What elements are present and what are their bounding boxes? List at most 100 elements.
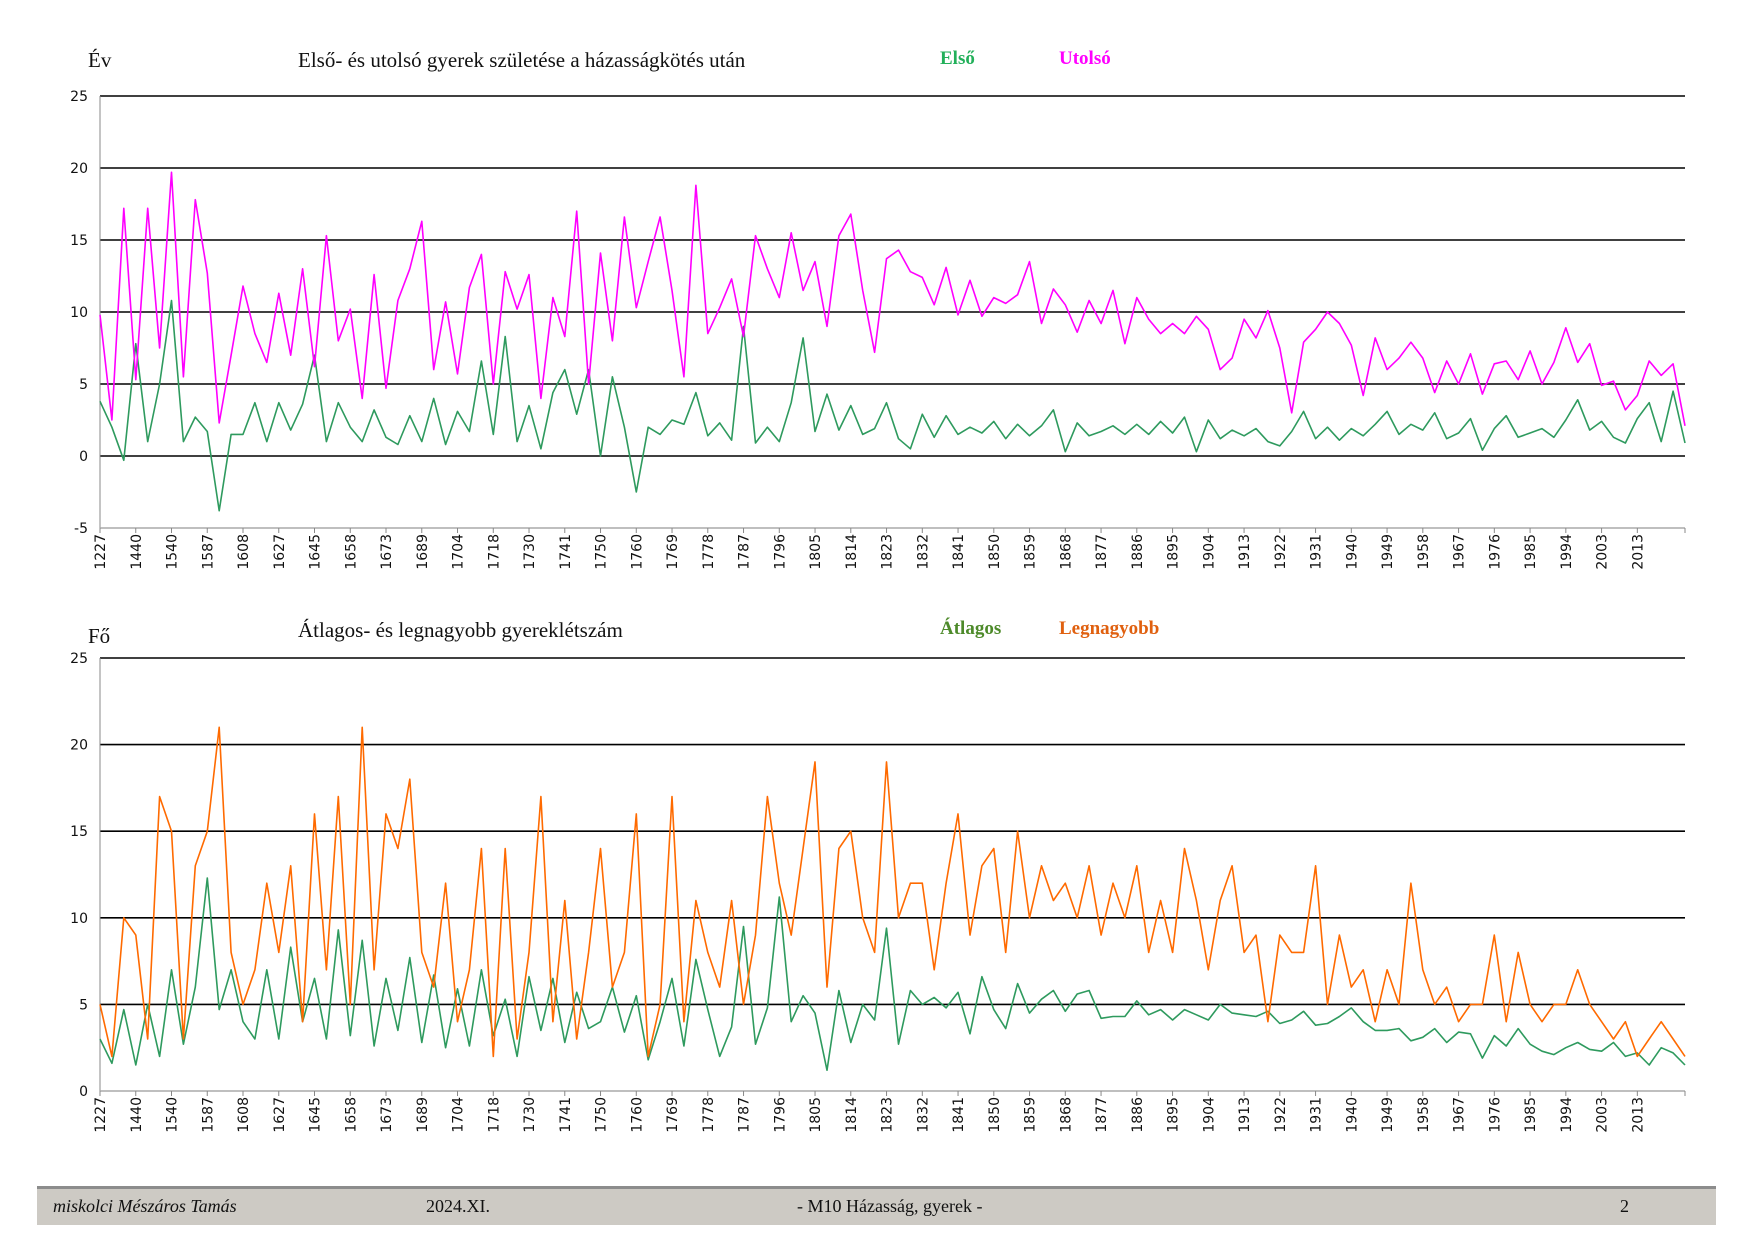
bottom-xtick-label: 1227: [93, 1097, 109, 1133]
top-xtick-label: 1877: [1094, 534, 1110, 570]
bottom-series-tlagos-line: [99, 877, 1686, 1071]
bottom-xtick-label: 1832: [915, 1097, 931, 1133]
bottom-xtick-label: 1796: [772, 1097, 788, 1133]
footer-page-number: 2: [1620, 1196, 1629, 1216]
bottom-xtick-label: 1689: [415, 1097, 431, 1133]
top-xtick-label: 1741: [558, 534, 574, 570]
top-xtick-label: 1931: [1309, 534, 1325, 570]
top-xtick-label: 1841: [951, 534, 967, 570]
top-xtick-label: 1704: [451, 534, 467, 570]
bottom-xtick-label: 1750: [594, 1097, 610, 1133]
bottom-xtick-label: 1895: [1166, 1097, 1182, 1133]
top-ytick-label: 15: [70, 233, 88, 249]
top-xtick-label: 1645: [308, 534, 324, 570]
top-xtick-label: 1227: [93, 534, 109, 570]
top-xtick-label: 1769: [665, 534, 681, 570]
top-xtick-label: 1985: [1523, 534, 1539, 570]
footer-bar: miskolci Mészáros Tamás 2024.XI. - M10 H…: [37, 1186, 1716, 1225]
bottom-xtick-label: 1540: [165, 1097, 181, 1133]
bottom-xtick-label: 1949: [1380, 1097, 1396, 1133]
bottom-xtick-label: 1859: [1023, 1097, 1039, 1133]
legend-elso: Első: [940, 48, 975, 69]
top-xtick-label: 1868: [1058, 534, 1074, 570]
top-xtick-label: 1587: [200, 534, 216, 570]
top-xtick-label: 1718: [486, 534, 502, 570]
bottom-xtick-label: 1850: [987, 1097, 1003, 1133]
top-ytick-label: 10: [70, 305, 88, 321]
bottom-xtick-label: 1769: [665, 1097, 681, 1133]
top-chart-ylabel: Év: [88, 48, 112, 72]
bottom-xtick-label: 1658: [343, 1097, 359, 1133]
top-ytick-label: 0: [79, 449, 88, 465]
bottom-xtick-label: 2013: [1630, 1097, 1646, 1133]
footer-section: - M10 Házasság, gyerek -: [797, 1196, 983, 1216]
top-xtick-label: 1760: [629, 534, 645, 570]
bottom-xtick-label: 1985: [1523, 1097, 1539, 1133]
top-xtick-label: 1796: [772, 534, 788, 570]
top-xtick-label: 1913: [1237, 534, 1253, 570]
bottom-xtick-label: 1904: [1201, 1097, 1217, 1133]
bottom-xtick-label: 1994: [1559, 1097, 1575, 1133]
bottom-xtick-label: 1877: [1094, 1097, 1110, 1133]
bottom-xtick-label: 1608: [236, 1097, 252, 1133]
bottom-xtick-label: 1868: [1058, 1097, 1074, 1133]
top-xtick-label: 1940: [1344, 534, 1360, 570]
legend-legnagyobb: Legnagyobb: [1059, 618, 1160, 639]
top-xtick-label: 1540: [165, 534, 181, 570]
bottom-series-legnagyobb-line: [99, 726, 1686, 1058]
top-xtick-label: 1895: [1166, 534, 1182, 570]
legend-utolso: Utolsó: [1059, 48, 1111, 69]
bottom-xtick-label: 1718: [486, 1097, 502, 1133]
bottom-xtick-label: 1913: [1237, 1097, 1253, 1133]
bottom-xtick-label: 1823: [880, 1097, 896, 1133]
bottom-xtick-label: 1805: [808, 1097, 824, 1133]
top-ytick-label: 5: [79, 377, 88, 393]
bottom-xtick-label: 1814: [844, 1097, 860, 1133]
top-xtick-label: 1750: [594, 534, 610, 570]
top-xtick-label: 2013: [1630, 534, 1646, 570]
top-xtick-label: 1976: [1487, 534, 1503, 570]
top-xtick-label: 1627: [272, 534, 288, 570]
top-xtick-label: 1967: [1452, 534, 1468, 570]
top-xtick-label: 1832: [915, 534, 931, 570]
bottom-xtick-label: 1958: [1416, 1097, 1432, 1133]
bottom-xtick-label: 1673: [379, 1097, 395, 1133]
top-xtick-label: 1958: [1416, 534, 1432, 570]
bottom-xtick-label: 1704: [451, 1097, 467, 1133]
top-xtick-label: 1778: [701, 534, 717, 570]
bottom-xtick-label: 1587: [200, 1097, 216, 1133]
top-xtick-label: 1859: [1023, 534, 1039, 570]
bottom-xtick-label: 1645: [308, 1097, 324, 1133]
bottom-xtick-label: 1787: [737, 1097, 753, 1133]
top-xtick-label: 1922: [1273, 534, 1289, 570]
top-ytick-label: -5: [74, 521, 88, 537]
bottom-xtick-label: 1922: [1273, 1097, 1289, 1133]
bottom-xtick-label: 1886: [1130, 1097, 1146, 1133]
bottom-xtick-label: 1976: [1487, 1097, 1503, 1133]
top-xtick-label: 1805: [808, 534, 824, 570]
bottom-xtick-label: 1741: [558, 1097, 574, 1133]
footer-date: 2024.XI.: [426, 1196, 490, 1216]
top-xtick-label: 1886: [1130, 534, 1146, 570]
bottom-xtick-label: 1841: [951, 1097, 967, 1133]
top-xtick-label: 1787: [737, 534, 753, 570]
footer-author: miskolci Mészáros Tamás: [53, 1196, 237, 1216]
top-xtick-label: 1440: [129, 534, 145, 570]
bottom-xtick-label: 1967: [1452, 1097, 1468, 1133]
bottom-xtick-label: 1931: [1309, 1097, 1325, 1133]
top-xtick-label: 1673: [379, 534, 395, 570]
top-xtick-label: 1608: [236, 534, 252, 570]
bottom-xtick-label: 1440: [129, 1097, 145, 1133]
bottom-ytick-label: 10: [70, 911, 88, 927]
top-series-els-line: [99, 299, 1686, 512]
bottom-xtick-label: 1778: [701, 1097, 717, 1133]
bottom-ytick-label: 5: [79, 997, 88, 1013]
bottom-ytick-label: 20: [70, 738, 88, 754]
top-ytick-label: 25: [70, 89, 88, 105]
legend-atlagos: Átlagos: [940, 618, 1002, 639]
top-xtick-label: 1730: [522, 534, 538, 570]
bottom-xtick-label: 1940: [1344, 1097, 1360, 1133]
bottom-chart-ylabel: Fő: [88, 624, 111, 648]
top-chart-title: Első- és utolsó gyerek születése a házas…: [298, 48, 746, 72]
top-series-utols-line: [99, 171, 1686, 426]
